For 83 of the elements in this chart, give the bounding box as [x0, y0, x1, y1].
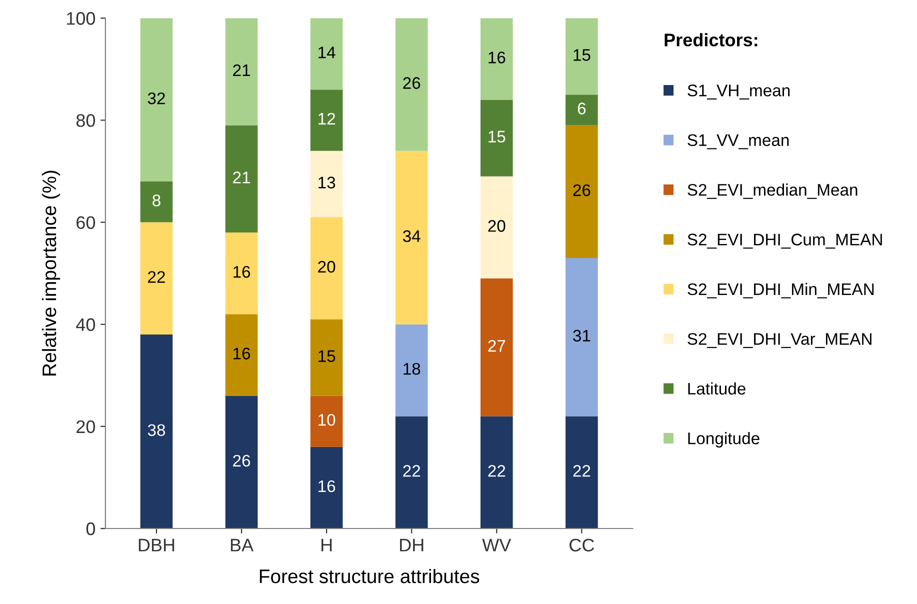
data-label: 20: [318, 260, 336, 273]
legend-label: S2_EVI_DHI_Var_MEAN: [688, 333, 872, 348]
bar: [480, 100, 513, 176]
bar: [310, 396, 343, 447]
y-tick-label: 80: [76, 114, 96, 127]
bar: [225, 396, 258, 528]
data-label: 16: [318, 480, 336, 492]
bar: [566, 416, 598, 528]
legend-label: S2_EVI_median_Mean: [688, 184, 858, 199]
bar: [480, 18, 513, 100]
bar: [225, 232, 258, 314]
bar: [566, 18, 598, 95]
legend-label: S2_EVI_DHI_Min_MEAN: [688, 282, 874, 298]
data-label: 8: [152, 194, 160, 206]
y-tick-label: 100: [66, 12, 96, 25]
x-tick-label: CC: [570, 538, 594, 552]
data-label: 6: [578, 102, 586, 114]
bar: [480, 416, 513, 528]
bar: [140, 181, 173, 222]
data-label: 31: [573, 330, 590, 342]
data-label: 22: [488, 465, 506, 477]
bar: [225, 125, 258, 232]
data-label: 22: [403, 465, 420, 477]
legend-title: Predictors:: [664, 33, 758, 46]
bar: [140, 222, 173, 335]
x-axis-title: Forest structure attributes: [260, 568, 480, 584]
bar: [395, 324, 428, 416]
data-label: 16: [488, 52, 506, 64]
bar: [310, 446, 343, 528]
x-tick-label: BA: [230, 538, 254, 552]
data-label: 26: [573, 184, 590, 196]
data-label: 20: [488, 220, 506, 232]
data-label: 15: [318, 350, 336, 362]
y-tick-label: 0: [86, 522, 96, 536]
legend-label: S2_EVI_DHI_Cum_MEAN: [688, 234, 882, 249]
data-label: 18: [404, 362, 420, 375]
bar: [480, 176, 513, 278]
bar: [310, 90, 343, 151]
bar: [310, 18, 343, 90]
data-label: 10: [318, 414, 336, 426]
bar: [480, 278, 513, 416]
data-label: 15: [488, 130, 506, 143]
y-axis-title: Relative importance (%): [42, 170, 60, 376]
data-label: 13: [318, 176, 336, 188]
bar: [140, 334, 173, 528]
data-label: 32: [148, 92, 165, 104]
data-label: 22: [573, 465, 590, 477]
data-label: 22: [148, 271, 165, 283]
data-label: 21: [233, 64, 250, 76]
bar: [395, 416, 428, 528]
data-label: 15: [574, 49, 590, 61]
data-label: 21: [233, 172, 250, 184]
legend-label: S1_VH_mean: [688, 84, 790, 100]
legend-label: Latitude: [688, 382, 746, 395]
bar: [566, 94, 598, 126]
bar: [566, 258, 598, 416]
x-tick-label: WV: [482, 538, 512, 552]
y-tick-label: 20: [76, 420, 96, 434]
x-tick-label: DH: [400, 538, 424, 552]
data-label: 27: [488, 340, 506, 352]
legend-label: S1_VV_mean: [688, 134, 789, 150]
data-label: 12: [318, 112, 336, 125]
x-tick-label: H: [322, 538, 332, 552]
data-label: 16: [234, 266, 250, 278]
bar: [140, 18, 173, 182]
bar: [225, 314, 258, 396]
data-label: 26: [233, 454, 250, 467]
bar: [310, 217, 343, 320]
data-label: 38: [148, 424, 166, 436]
bar: [566, 125, 598, 258]
data-label: 14: [318, 46, 336, 58]
y-tick-label: 60: [76, 216, 96, 229]
data-label: 16: [234, 348, 250, 360]
bar: [395, 18, 428, 151]
x-tick-label: DBH: [138, 538, 174, 552]
bar: [225, 18, 258, 126]
bar: [310, 319, 343, 396]
data-label: 34: [402, 230, 420, 242]
legend-label: Longitude: [688, 432, 760, 448]
bar: [395, 150, 428, 324]
bar: [310, 150, 343, 218]
data-label: 26: [403, 77, 420, 89]
y-tick-label: 40: [76, 318, 96, 332]
